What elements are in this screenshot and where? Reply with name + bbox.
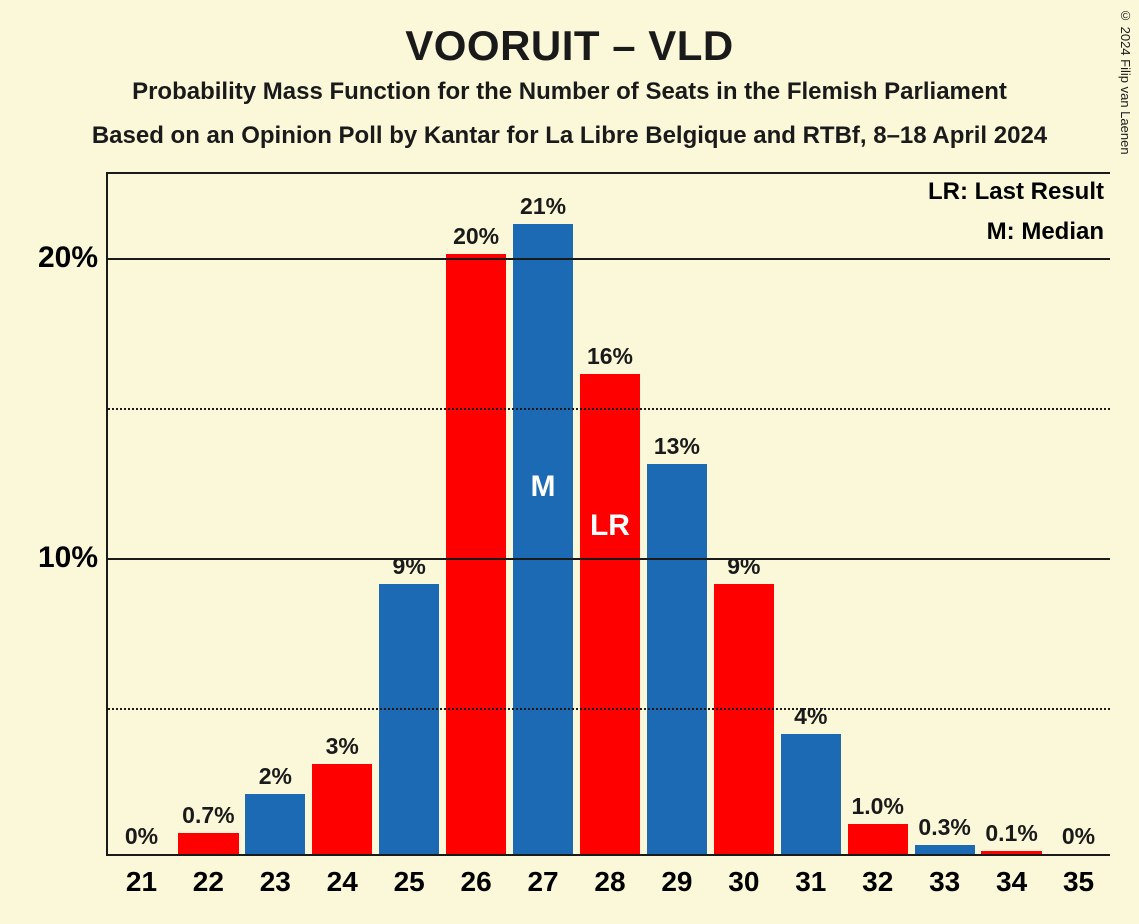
y-axis-label: 20% (38, 241, 108, 275)
bar (714, 584, 774, 854)
bars-container: 0%210.7%222%233%249%2520%2621%27M16%28LR… (108, 174, 1110, 854)
bar-slot: 0.3%33 (911, 174, 978, 854)
x-axis-label: 30 (710, 854, 777, 898)
plot-region: 0%210.7%222%233%249%2520%2621%27M16%28LR… (106, 172, 1110, 856)
bar-value-label: 0.3% (911, 814, 978, 841)
bar-slot: 0%21 (108, 174, 175, 854)
chart-subtitle-2: Based on an Opinion Poll by Kantar for L… (0, 122, 1139, 150)
bar-slot: 9%25 (376, 174, 443, 854)
bar (245, 794, 305, 854)
bar (178, 833, 238, 854)
bar (513, 224, 573, 854)
x-axis-label: 32 (844, 854, 911, 898)
bar-value-label: 0% (1045, 823, 1112, 850)
x-axis-label: 25 (376, 854, 443, 898)
bar (379, 584, 439, 854)
bar-value-label: 16% (577, 343, 644, 370)
bar-value-label: 0% (108, 823, 175, 850)
bar-slot: 21%27M (510, 174, 577, 854)
x-axis-label: 35 (1045, 854, 1112, 898)
bar (312, 764, 372, 854)
bar-value-label: 0.1% (978, 820, 1045, 847)
gridline-minor (108, 408, 1110, 410)
bar (848, 824, 908, 854)
bar-slot: 3%24 (309, 174, 376, 854)
legend-median: M: Median (987, 218, 1104, 246)
bar-slot: 4%31 (777, 174, 844, 854)
bar-value-label: 0.7% (175, 802, 242, 829)
bar-slot: 2%23 (242, 174, 309, 854)
gridline-major (108, 258, 1110, 260)
gridline-major (108, 558, 1110, 560)
gridline-minor (108, 708, 1110, 710)
x-axis-label: 24 (309, 854, 376, 898)
bar-slot: 13%29 (643, 174, 710, 854)
x-axis-label: 34 (978, 854, 1045, 898)
bar-slot: 9%30 (710, 174, 777, 854)
x-axis-label: 23 (242, 854, 309, 898)
last-result-marker: LR (577, 509, 644, 543)
x-axis-label: 31 (777, 854, 844, 898)
bar-slot: 0.1%34 (978, 174, 1045, 854)
median-marker: M (510, 470, 577, 504)
y-axis-label: 10% (38, 541, 108, 575)
bar (915, 845, 975, 854)
bar-value-label: 13% (643, 433, 710, 460)
x-axis-label: 29 (643, 854, 710, 898)
bar-slot: 0.7%22 (175, 174, 242, 854)
x-axis-label: 21 (108, 854, 175, 898)
x-axis-label: 22 (175, 854, 242, 898)
bar-slot: 16%28LR (577, 174, 644, 854)
bar-value-label: 20% (443, 223, 510, 250)
bar (647, 464, 707, 854)
bar-slot: 1.0%32 (844, 174, 911, 854)
chart-title: VOORUIT – VLD (0, 22, 1139, 70)
chart-subtitle-1: Probability Mass Function for the Number… (0, 78, 1139, 106)
bar-slot: 0%35 (1045, 174, 1112, 854)
bar (781, 734, 841, 854)
bar-value-label: 2% (242, 763, 309, 790)
bar (580, 374, 640, 854)
legend-last-result: LR: Last Result (928, 178, 1104, 206)
bar-slot: 20%26 (443, 174, 510, 854)
x-axis-label: 27 (510, 854, 577, 898)
copyright-text: © 2024 Filip van Laenen (1118, 8, 1133, 155)
x-axis-label: 33 (911, 854, 978, 898)
bar-value-label: 1.0% (844, 793, 911, 820)
bar-value-label: 21% (510, 193, 577, 220)
x-axis-label: 28 (577, 854, 644, 898)
bar (446, 254, 506, 854)
x-axis-label: 26 (443, 854, 510, 898)
bar-value-label: 3% (309, 733, 376, 760)
